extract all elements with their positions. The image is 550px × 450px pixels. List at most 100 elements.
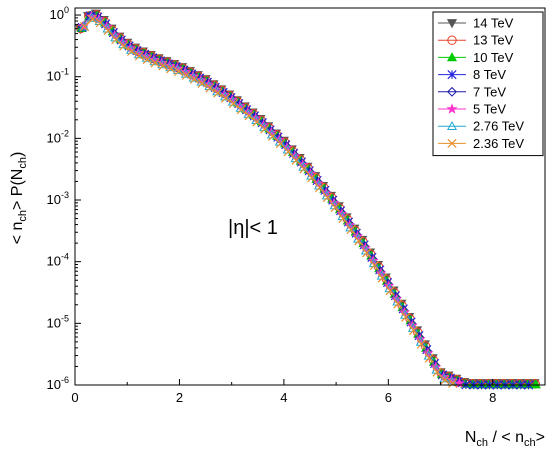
axis-label-text: Nch / < nch> bbox=[465, 429, 545, 449]
y-axis-label: < nch> P(Nch) bbox=[9, 152, 29, 245]
legend-label: 8 TeV bbox=[473, 67, 506, 82]
plot-frame bbox=[74, 7, 546, 386]
data-point bbox=[181, 70, 192, 80]
data-point bbox=[179, 65, 190, 76]
legend-entry: 10 TeV bbox=[438, 50, 514, 65]
data-point bbox=[203, 78, 213, 89]
x-axis-label: Nch / < nch> bbox=[465, 429, 545, 449]
data-point bbox=[252, 117, 262, 127]
data-point bbox=[140, 50, 151, 61]
data-point bbox=[448, 378, 458, 388]
data-point bbox=[275, 138, 286, 149]
data-point bbox=[126, 46, 137, 57]
data-point bbox=[166, 64, 176, 74]
data-marks bbox=[75, 9, 541, 390]
legend-entry: 2.76 TeV bbox=[438, 119, 524, 134]
legend-label: 7 TeV bbox=[473, 84, 506, 99]
data-point bbox=[377, 273, 387, 283]
y-tick-label: 10-5 bbox=[47, 313, 69, 330]
legend-entry: 5 TeV bbox=[438, 102, 506, 117]
data-point bbox=[322, 192, 333, 203]
data-point bbox=[187, 69, 198, 80]
legend-label: 13 TeV bbox=[473, 33, 514, 48]
data-point bbox=[119, 41, 129, 51]
legend-entry: 13 TeV bbox=[438, 33, 514, 48]
data-point bbox=[385, 286, 395, 296]
legend-marker bbox=[447, 138, 457, 149]
data-point bbox=[307, 173, 317, 183]
data-point bbox=[197, 78, 207, 88]
data-point bbox=[78, 21, 90, 31]
data-point bbox=[244, 111, 254, 121]
data-point bbox=[361, 248, 372, 258]
legend-entry: 7 TeV bbox=[438, 84, 506, 99]
data-point bbox=[220, 93, 231, 103]
y-tick-label: 10-1 bbox=[47, 67, 69, 84]
legend-label: 10 TeV bbox=[473, 50, 514, 65]
x-tick-label: 4 bbox=[280, 390, 287, 405]
eta-annotation: |η|< 1 bbox=[228, 217, 278, 239]
legend-entry: 14 TeV bbox=[438, 16, 514, 31]
series-line bbox=[84, 18, 457, 386]
annotation-group: |η|< 1 bbox=[228, 217, 278, 239]
legend-entry: 8 TeV bbox=[438, 67, 506, 82]
axes: 0 2 4 6 8 100 10-1 10-2 10-3 10-4 10-5 10-6 bbox=[47, 5, 497, 405]
data-point bbox=[132, 46, 143, 57]
data-point bbox=[393, 299, 403, 309]
data-point bbox=[148, 53, 159, 64]
legend-marker bbox=[447, 86, 457, 97]
data-point bbox=[408, 325, 419, 335]
data-point bbox=[354, 236, 364, 246]
legend-label: 2.36 TeV bbox=[473, 136, 524, 151]
data-point bbox=[95, 18, 105, 28]
series-line bbox=[82, 15, 463, 385]
legend-marker bbox=[447, 69, 457, 80]
series-line bbox=[83, 17, 457, 384]
legend-label: 14 TeV bbox=[473, 16, 514, 31]
series-7-tev bbox=[77, 10, 464, 388]
x-tick-label: 8 bbox=[489, 390, 496, 405]
data-point bbox=[213, 88, 223, 98]
data-point bbox=[134, 51, 145, 61]
data-point bbox=[189, 74, 199, 84]
data-point bbox=[416, 339, 427, 349]
data-point bbox=[299, 164, 309, 174]
series-5-tev bbox=[77, 10, 465, 389]
series-2.36-tev bbox=[79, 14, 458, 388]
data-point bbox=[142, 54, 152, 65]
data-point bbox=[79, 22, 90, 32]
data-point bbox=[228, 98, 239, 109]
legend-marker bbox=[447, 35, 457, 45]
data-point bbox=[173, 66, 184, 77]
data-point bbox=[195, 73, 206, 84]
y-tick-label: 100 bbox=[50, 5, 69, 22]
data-point bbox=[369, 260, 380, 271]
data-point bbox=[424, 353, 434, 363]
data-point bbox=[87, 14, 98, 24]
data-point bbox=[283, 146, 293, 157]
data-point bbox=[205, 83, 215, 93]
x-tick-label: 2 bbox=[176, 390, 183, 405]
legend-marker bbox=[446, 52, 458, 62]
data-point bbox=[267, 131, 278, 141]
data-point bbox=[314, 183, 325, 193]
data-point bbox=[338, 213, 348, 224]
series-2.76-tev bbox=[78, 12, 458, 386]
data-point bbox=[158, 61, 168, 71]
data-point bbox=[432, 367, 442, 377]
axis-label-text: < nch> P(Nch) bbox=[9, 152, 29, 245]
data-point bbox=[291, 155, 301, 165]
series-line bbox=[83, 16, 464, 386]
legend-entry: 2.36 TeV bbox=[438, 136, 524, 151]
legend-marker bbox=[446, 103, 458, 114]
data-point bbox=[330, 202, 340, 212]
data-point bbox=[346, 225, 356, 235]
y-tick-label: 10-4 bbox=[47, 252, 69, 269]
legend-marker bbox=[446, 19, 458, 29]
data-point bbox=[530, 379, 541, 389]
data-point bbox=[440, 375, 450, 385]
legend-label: 2.76 TeV bbox=[473, 119, 524, 134]
x-tick-label: 0 bbox=[71, 390, 78, 405]
